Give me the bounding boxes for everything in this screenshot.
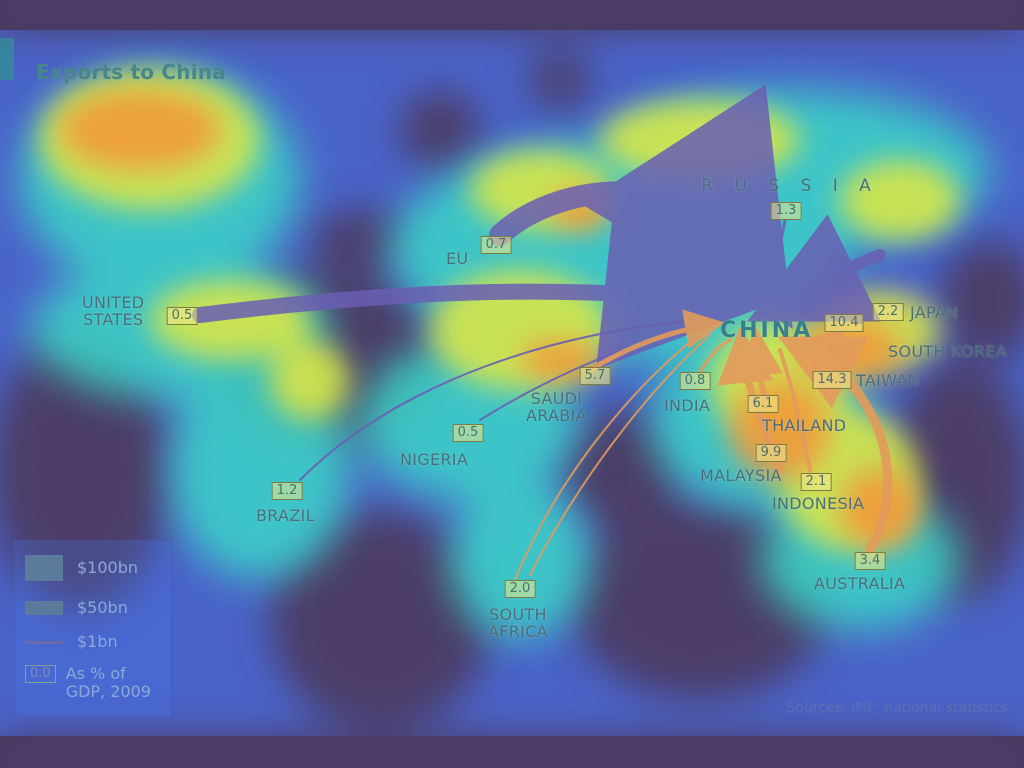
country-label-india: INDIA [664,397,710,414]
country-label-malaysia: MALAYSIA [700,467,782,484]
value-box-japan: 2.2 [873,303,904,321]
country-label-russia: R U S S I A [701,178,879,195]
country-label-south-africa: SOUTH AFRICA [488,606,548,640]
country-label-australia: AUSTRALIA [814,575,905,592]
country-label-brazil: BRAZIL [256,507,315,524]
legend-label-1bn: $1bn [77,633,118,651]
value-box-taiwan: 14.3 [813,371,852,389]
country-label-eu: EU [446,250,468,267]
value-box-saudi-arabia: 5.7 [580,367,611,385]
value-box-south-africa: 2.0 [505,580,536,598]
value-box-india: 0.8 [680,372,711,390]
legend-row-gdp: 0.0 As % of GDP, 2009 [25,665,151,701]
panel-tab-marker [0,38,14,80]
legend-row-1bn: $1bn [25,633,118,651]
legend-value-box: 0.0 [25,665,56,683]
value-box-eu: 0.7 [481,236,512,254]
source-note: Sources: IMF; national statistics [786,700,1008,716]
value-box-nigeria: 0.5 [453,424,484,442]
legend-line-small [25,641,63,644]
value-box-united-states: 0.5 [167,307,198,325]
value-box-australia: 3.4 [855,552,886,570]
country-label-japan: JAPAN [910,304,958,321]
legend-swatch-large [25,555,63,581]
value-box-thailand: 6.1 [748,395,779,413]
country-label-indonesia: INDONESIA [772,495,864,512]
country-label-thailand: THAILAND [762,417,846,434]
value-box-malaysia: 9.9 [756,444,787,462]
country-label-nigeria: NIGERIA [400,451,468,468]
value-box-south-korea: 10.4 [825,314,864,332]
country-label-taiwan: TAIWAN [856,372,920,389]
value-box-brazil: 1.2 [272,482,303,500]
legend-row-50bn: $50bn [25,599,128,617]
legend-label-100bn: $100bn [77,559,138,577]
legend: $100bn $50bn $1bn 0.0 As % of GDP, 2009 [14,540,172,718]
value-box-indonesia: 2.1 [801,473,832,491]
value-box-russia: 1.3 [771,202,802,220]
legend-label-gdp: As % of GDP, 2009 [66,665,151,701]
country-label-saudi-arabia: SAUDI ARABIA [526,390,587,424]
china-label: CHINA [720,322,813,339]
legend-label-50bn: $50bn [77,599,128,617]
map-title: Exports to China [36,60,226,84]
country-label-south-korea: SOUTH KOREA [888,343,1007,360]
legend-row-100bn: $100bn [25,555,138,581]
legend-swatch-medium [25,601,63,615]
country-label-united-states: UNITED STATES [82,294,144,328]
